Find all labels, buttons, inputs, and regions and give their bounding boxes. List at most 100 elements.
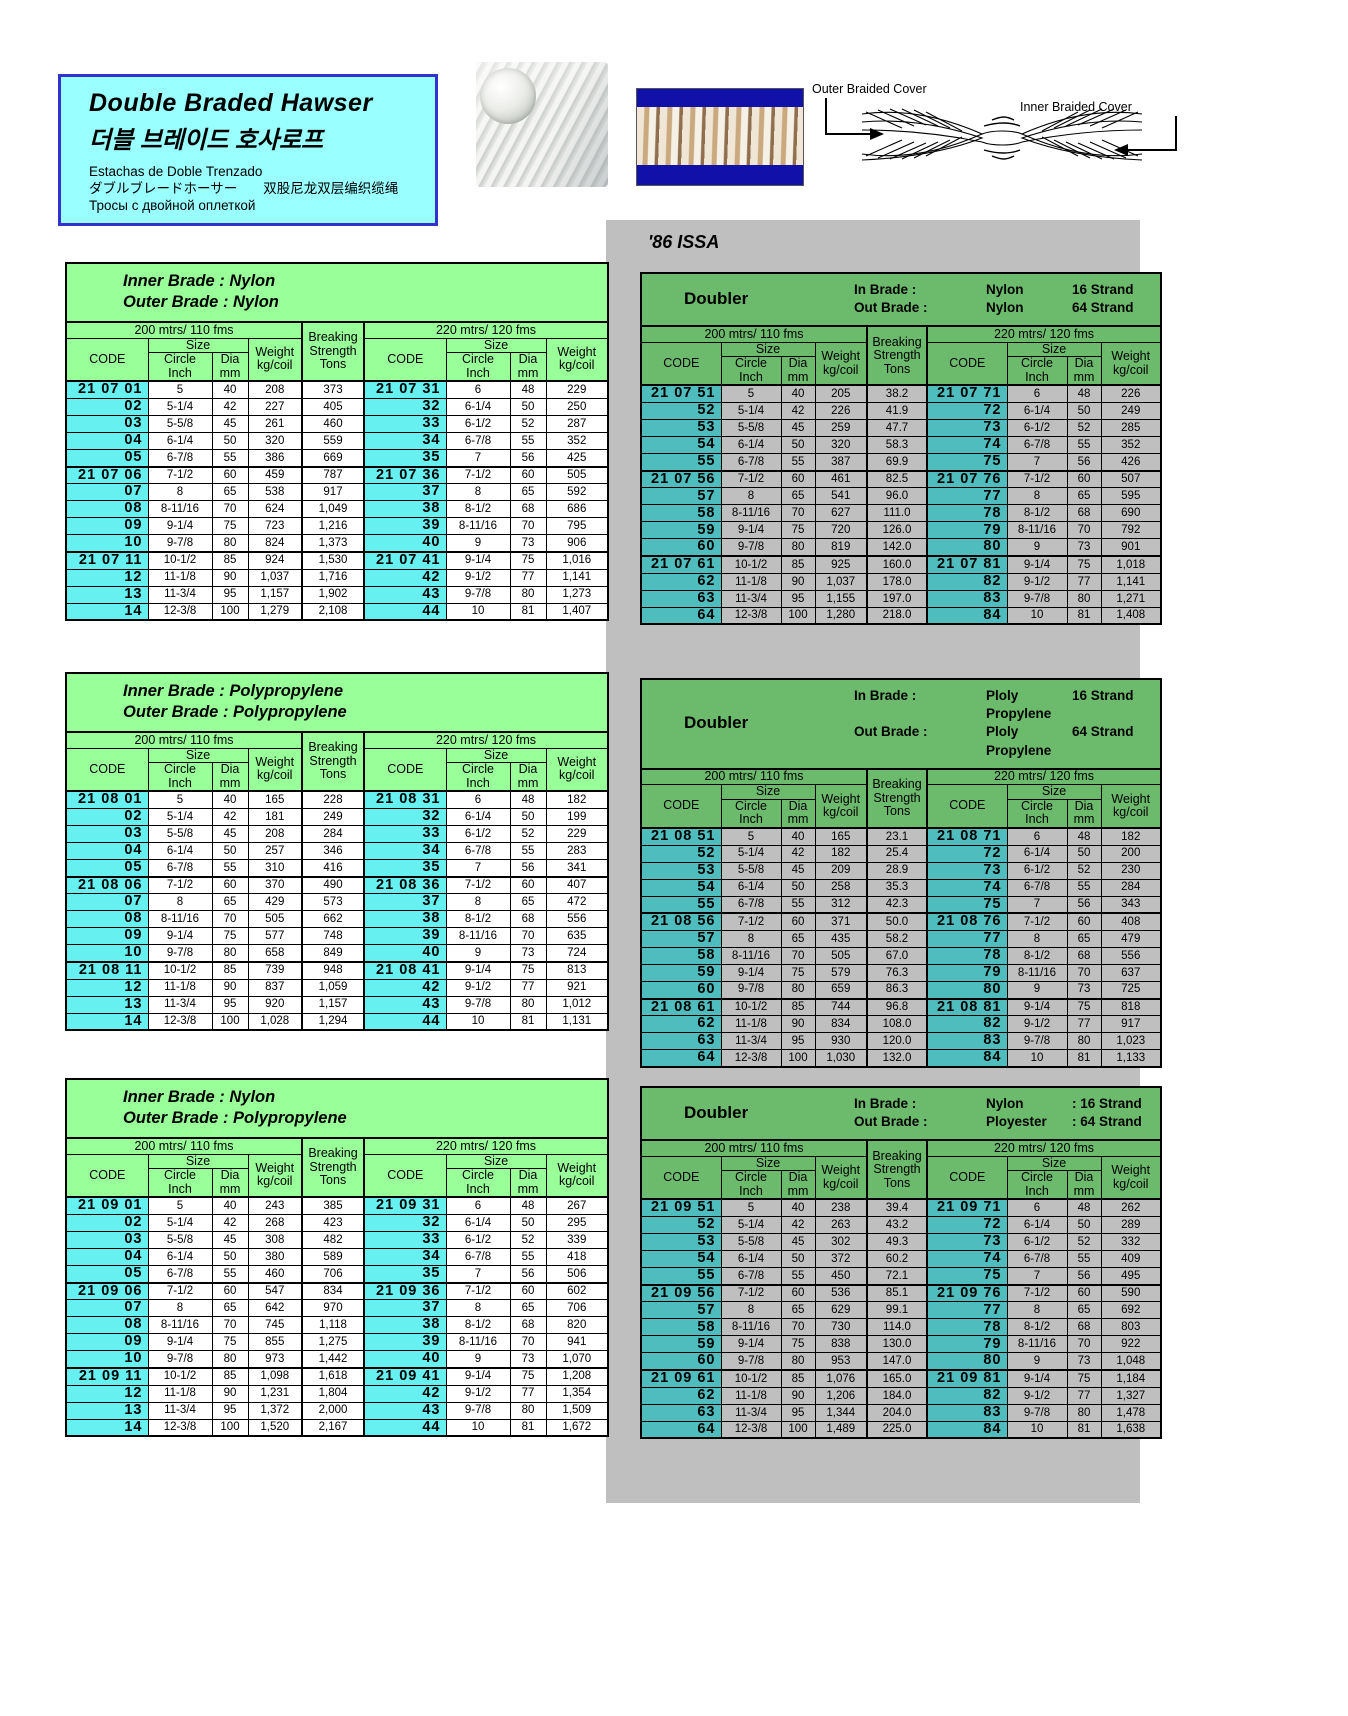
table-row: 64 12-3/8 100 1,280 218.0 84 10 81 1,408 <box>640 606 1162 625</box>
row-code-2: 82 <box>926 1015 1008 1034</box>
row-weight-2: 495 <box>1100 1267 1162 1286</box>
row-breaking-strength: 204.0 <box>866 1403 928 1422</box>
row-dia-mm: 80 <box>780 1352 816 1371</box>
row-weight-2: 1,141 <box>545 568 609 587</box>
row-weight: 205 <box>814 384 868 404</box>
row-circle-inch-2: 10 <box>1006 1049 1068 1068</box>
spec-table-caption: Inner Brade : Nylon Outer Brade : Polypr… <box>65 1078 609 1138</box>
row-breaking-strength: 834 <box>301 1281 365 1301</box>
row-dia-mm: 85 <box>780 555 816 574</box>
doubler-label: Doubler <box>684 1103 749 1123</box>
braid-diagram-svg <box>825 98 1177 161</box>
header-weight-label: Weight <box>255 1160 295 1175</box>
row-circle-inch-2: 8-1/2 <box>1006 946 1068 965</box>
row-weight-2: 332 <box>1100 1233 1162 1252</box>
row-code-2: 40 <box>363 1350 447 1369</box>
row-weight-2: 507 <box>1100 469 1162 489</box>
row-breaking-strength: 42.3 <box>866 895 928 914</box>
row-code-2: 37 <box>363 893 447 912</box>
row-code-2: 21 07 71 <box>926 384 1008 404</box>
row-weight: 744 <box>814 997 868 1017</box>
spec-table-body: 21 07 01 5 40 208 373 21 07 31 6 48 229 02 5-1/4 42… <box>65 380 609 621</box>
table-row: 13 11-3/4 95 1,372 2,000 43 9-7/8 80 1,509 <box>65 1401 609 1420</box>
rope-cross-section-photo <box>636 88 804 186</box>
row-weight-2: 352 <box>1100 436 1162 455</box>
doubler-table-block-2: Doubler In Brade : Ploly Propylene 16 St… <box>640 678 1162 1068</box>
row-breaking-strength: 917 <box>301 483 365 502</box>
doubler-table: 200 mtrs/ 110 fms Breaking Strength Tons… <box>640 767 1162 1068</box>
header-dia-1: Dia <box>788 356 808 371</box>
header-weight-label-2: Weight <box>557 754 597 769</box>
table-row: 62 11-1/8 90 1,206 184.0 82 9-1/2 77 1,327 <box>640 1386 1162 1405</box>
table-row: 07 8 65 538 917 37 8 65 592 <box>65 483 609 502</box>
row-weight-2: 1,672 <box>545 1418 609 1437</box>
row-breaking-strength: 706 <box>301 1264 365 1284</box>
row-breaking-strength: 249 <box>301 807 365 826</box>
header-dia-2: Dia <box>518 1168 538 1183</box>
row-circle-inch: 7-1/2 <box>720 1283 782 1303</box>
row-code: 21 09 11 <box>65 1366 149 1386</box>
row-breaking-strength: 1,118 <box>301 1316 365 1335</box>
row-weight-2: 182 <box>1100 826 1162 846</box>
row-dia-mm-2: 48 <box>509 1196 547 1215</box>
header-size-left: Size <box>720 784 816 800</box>
row-circle-inch: 9-7/8 <box>147 534 213 553</box>
header-kgcoil-label: kg/coil <box>257 768 293 783</box>
row-dia-mm-2: 50 <box>1066 1216 1102 1235</box>
row-circle-inch-2: 9-1/4 <box>1006 555 1068 574</box>
row-breaking-strength: 1,373 <box>301 534 365 553</box>
header-dia-1: Dia <box>220 352 240 367</box>
doubler-in-brade-material: Ploly Propylene <box>986 688 1052 722</box>
row-weight-2: 1,016 <box>545 550 609 570</box>
row-code: 03 <box>65 414 149 433</box>
row-dia-mm: 90 <box>211 568 249 587</box>
row-weight-2: 408 <box>1100 912 1162 931</box>
row-circle-inch-2: 9-1/2 <box>445 1384 511 1403</box>
header-circle-2: Circle <box>462 352 494 367</box>
spec-table-caption: Inner Brade : Nylon Outer Brade : Nylon <box>65 262 609 322</box>
row-circle-inch: 8 <box>720 1301 782 1320</box>
row-weight: 208 <box>247 824 303 843</box>
row-circle-inch: 5-1/4 <box>720 402 782 421</box>
table-row: 03 5-5/8 45 261 460 33 6-1/2 52 287 <box>65 414 609 433</box>
row-breaking-strength: 460 <box>301 414 365 433</box>
table-row: 21 07 11 10-1/2 85 924 1,530 21 07 41 9-1/4 75 1… <box>65 550 609 570</box>
row-code-2: 73 <box>926 861 1008 880</box>
row-dia-mm-2: 50 <box>509 397 547 416</box>
row-code: 53 <box>640 419 722 438</box>
row-weight-2: 285 <box>1100 419 1162 438</box>
header-weight-label: Weight <box>821 791 861 806</box>
row-code: 07 <box>65 1299 149 1318</box>
header-circle-inch-right: Circle Inch <box>1006 798 1068 829</box>
row-dia-mm: 50 <box>211 841 249 860</box>
row-weight: 165 <box>814 826 868 846</box>
row-dia-mm: 55 <box>780 453 816 472</box>
row-code: 21 07 56 <box>640 469 722 489</box>
row-dia-mm: 75 <box>211 1333 249 1352</box>
row-dia-mm-2: 55 <box>1066 878 1102 897</box>
table-row: 09 9-1/4 75 723 1,216 39 8-11/16 70 795 <box>65 517 609 536</box>
row-dia-mm-2: 81 <box>1066 1049 1102 1068</box>
row-code-2: 75 <box>926 453 1008 472</box>
row-weight: 837 <box>247 978 303 997</box>
doubler-table-body: 21 07 51 5 40 205 38.2 21 07 71 6 48 226 52 5-1/4 4… <box>640 384 1162 625</box>
row-weight: 1,520 <box>247 1418 303 1437</box>
row-code: 59 <box>640 963 722 982</box>
row-circle-inch: 6-7/8 <box>720 895 782 914</box>
header-kgcoil-label: kg/coil <box>257 1174 293 1189</box>
spec-table: 200 mtrs/ 110 fms Breaking Strength Tons… <box>65 321 609 622</box>
row-dia-mm: 95 <box>780 1403 816 1422</box>
row-weight-2: 407 <box>545 875 609 895</box>
row-code-2: 83 <box>926 1403 1008 1422</box>
table-row: 55 6-7/8 55 312 42.3 75 7 56 343 <box>640 895 1162 914</box>
row-circle-inch: 6-1/4 <box>147 841 213 860</box>
row-dia-mm: 100 <box>780 606 816 625</box>
row-breaking-strength: 2,108 <box>301 602 365 621</box>
row-breaking-strength: 72.1 <box>866 1267 928 1286</box>
row-circle-inch: 5-5/8 <box>147 414 213 433</box>
header-length-200: 200 mtrs/ 110 fms <box>640 325 868 343</box>
row-code: 07 <box>65 893 149 912</box>
header-dia-2: Dia <box>1074 1170 1094 1185</box>
row-dia-mm: 90 <box>780 1015 816 1034</box>
row-dia-mm-2: 68 <box>509 1316 547 1335</box>
